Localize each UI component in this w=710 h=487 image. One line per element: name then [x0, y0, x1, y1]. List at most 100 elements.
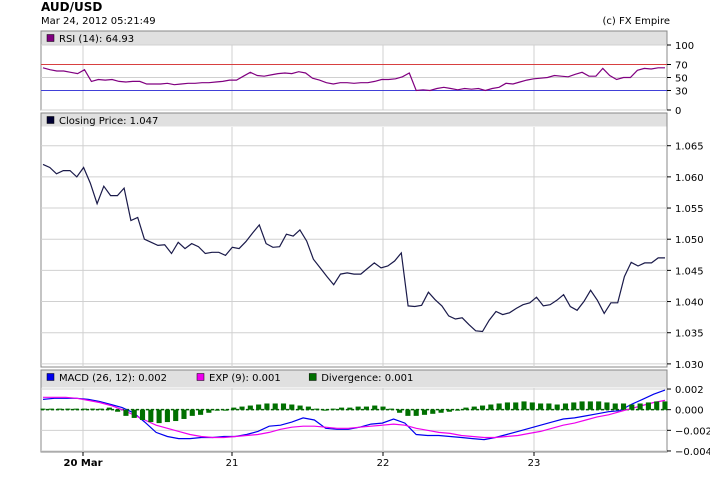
legend-label: Divergence: 0.001 — [321, 373, 413, 384]
divergence-bar — [173, 409, 179, 422]
divergence-bar — [637, 403, 643, 410]
series-line — [43, 396, 666, 439]
divergence-bar — [521, 401, 527, 410]
divergence-bar — [496, 403, 502, 410]
divergence-bar — [231, 407, 237, 410]
divergence-bar — [612, 403, 618, 410]
panel-header — [41, 31, 667, 45]
divergence-bar — [222, 409, 229, 411]
divergence-bar — [289, 404, 295, 410]
y-tick-label: 1.030 — [675, 360, 704, 371]
divergence-bar — [264, 403, 270, 410]
divergence-bar — [372, 405, 378, 410]
divergence-bar — [620, 403, 627, 410]
divergence-bar — [123, 409, 129, 416]
x-tick-label: 22 — [377, 458, 390, 469]
y-tick-label: 1.065 — [675, 142, 704, 153]
divergence-bar — [131, 409, 137, 418]
divergence-bar — [654, 401, 660, 410]
divergence-bar — [65, 408, 71, 410]
series-line — [42, 67, 665, 92]
legend-swatch — [46, 34, 55, 42]
divergence-bar — [322, 409, 328, 411]
y-tick-label: 0 — [675, 106, 681, 117]
divergence-bar — [181, 409, 187, 419]
divergence-bar — [156, 409, 162, 424]
divergence-bar — [40, 408, 46, 410]
y-tick-label: 1.040 — [675, 298, 704, 309]
symbol-title: AUD/USD — [41, 0, 103, 14]
divergence-bar — [106, 407, 112, 410]
divergence-bar — [206, 409, 212, 413]
divergence-bar — [587, 401, 593, 410]
divergence-bar — [347, 407, 353, 410]
divergence-bar — [430, 409, 436, 414]
divergence-bar — [272, 403, 278, 410]
divergence-bar — [355, 406, 361, 410]
legend-swatch — [46, 116, 55, 124]
y-tick-label: 1.035 — [675, 329, 704, 340]
divergence-bar — [455, 409, 461, 411]
divergence-bar — [256, 404, 262, 410]
x-tick-label: 23 — [528, 458, 541, 469]
legend-label: RSI (14): 64.93 — [59, 34, 134, 45]
timestamp: Mar 24, 2012 05:21:49 — [41, 16, 156, 27]
y-tick-label: 70 — [675, 61, 688, 72]
divergence-bar — [471, 406, 477, 410]
divergence-bar — [662, 401, 668, 410]
y-tick-label: −0.004 — [675, 447, 710, 458]
legend-swatch — [196, 373, 205, 381]
y-tick-label: 0.000 — [675, 406, 704, 417]
divergence-bar — [421, 409, 428, 415]
y-tick-label: 30 — [675, 87, 688, 98]
y-tick-label: −0.002 — [675, 426, 710, 437]
divergence-bar — [554, 404, 560, 410]
divergence-bar — [645, 402, 651, 410]
y-tick-label: 1.050 — [675, 235, 704, 246]
divergence-bar — [438, 409, 444, 413]
divergence-bar — [529, 402, 535, 410]
divergence-bar — [305, 406, 311, 410]
divergence-bar — [148, 409, 154, 423]
divergence-bar — [330, 408, 336, 410]
panel-header — [41, 113, 667, 127]
divergence-bar — [139, 409, 146, 420]
divergence-bar — [90, 408, 96, 410]
divergence-bar — [579, 401, 585, 410]
legend-label: EXP (9): 0.001 — [209, 373, 281, 384]
divergence-bar — [562, 403, 569, 410]
divergence-bar — [479, 405, 486, 410]
divergence-bar — [405, 409, 411, 416]
y-tick-label: 50 — [675, 74, 688, 85]
divergence-bar — [115, 409, 121, 412]
divergence-bar — [380, 406, 386, 410]
legend-label: Closing Price: 1.047 — [59, 116, 158, 127]
divergence-bar — [446, 409, 452, 412]
divergence-bar — [363, 406, 369, 410]
divergence-bar — [571, 402, 577, 410]
divergence-bar — [57, 408, 63, 410]
divergence-bar — [164, 409, 170, 423]
y-tick-label: 1.060 — [675, 173, 704, 184]
divergence-bar — [397, 409, 403, 413]
divergence-bar — [214, 409, 220, 411]
divergence-bar — [604, 402, 610, 410]
legend-swatch — [308, 373, 317, 381]
legend-label: MACD (26, 12): 0.002 — [59, 373, 167, 384]
divergence-bar — [189, 409, 195, 416]
series-line — [42, 163, 665, 333]
panel-frame — [40, 112, 668, 368]
divergence-bar — [98, 408, 104, 410]
x-tick-label: 20 Mar — [63, 458, 102, 469]
y-tick-label: 1.045 — [675, 266, 704, 277]
y-tick-label: 100 — [675, 41, 694, 52]
divergence-bar — [463, 407, 469, 410]
divergence-bar — [629, 404, 635, 410]
divergence-bar — [81, 408, 88, 410]
divergence-bar — [339, 407, 345, 410]
divergence-bar — [538, 403, 544, 410]
divergence-bar — [280, 403, 287, 410]
divergence-bar — [73, 408, 79, 410]
divergence-bar — [314, 408, 320, 410]
